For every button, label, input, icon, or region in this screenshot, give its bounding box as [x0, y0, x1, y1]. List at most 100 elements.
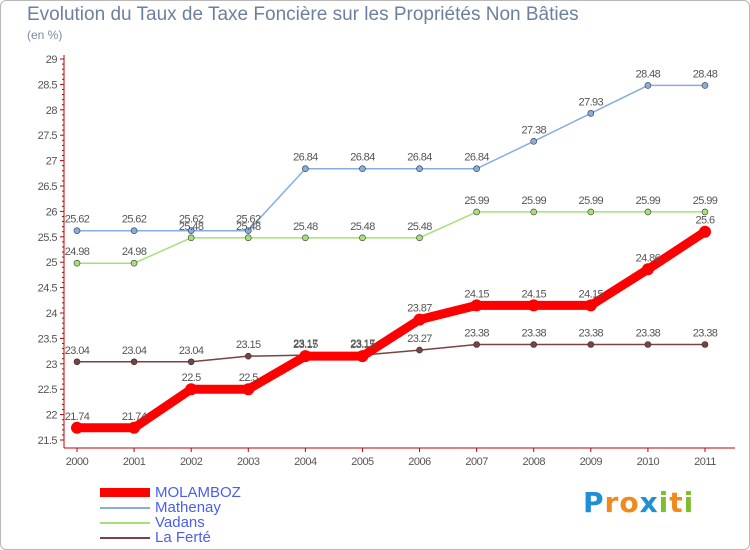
logo-letter: i — [683, 486, 695, 519]
data-point — [470, 299, 483, 312]
x-tick-label: 2002 — [180, 456, 203, 468]
data-label: 23.04 — [65, 345, 90, 357]
data-label: 28.48 — [693, 68, 718, 80]
data-label: 23.38 — [464, 327, 489, 339]
data-label: 27.93 — [579, 96, 604, 108]
data-point — [244, 234, 252, 242]
x-tick-label: 2000 — [66, 456, 89, 468]
legend-label-vadans: Vadans — [155, 514, 205, 531]
data-point — [587, 341, 595, 348]
x-tick-label: 2009 — [580, 456, 603, 468]
data-point — [73, 259, 81, 267]
y-tick-label: 28.5 — [38, 79, 58, 91]
data-label: 24.98 — [65, 246, 90, 258]
data-label: 25.48 — [236, 221, 261, 233]
data-point — [416, 165, 423, 173]
legend-swatch-vadans — [100, 522, 150, 524]
data-point — [187, 358, 195, 366]
legend-swatch-la-ferte — [100, 537, 150, 539]
data-point — [527, 299, 540, 312]
data-label: 25.48 — [350, 221, 375, 233]
data-label: 25.62 — [179, 214, 204, 226]
logo-letter: P — [583, 486, 605, 519]
y-tick-label: 29 — [46, 54, 58, 66]
data-point — [242, 383, 255, 396]
x-tick-label: 2007 — [465, 456, 488, 468]
data-point — [302, 165, 309, 173]
data-label: 25.99 — [464, 195, 489, 207]
data-point — [130, 259, 138, 267]
data-point — [701, 82, 709, 89]
data-point — [185, 383, 198, 396]
data-point — [701, 341, 709, 348]
legend-swatch-molamboz — [100, 488, 150, 497]
data-label: 25.6 — [695, 215, 714, 227]
data-label: 23.87 — [407, 303, 432, 315]
chart-title: Evolution du Taux de Taxe Foncière sur l… — [27, 4, 579, 25]
data-label: 25.62 — [122, 214, 147, 226]
data-label: 23.38 — [579, 327, 604, 339]
series-line-molamboz — [72, 227, 710, 433]
data-point — [130, 227, 138, 235]
x-tick-label: 2008 — [522, 456, 545, 468]
logo-letter: o — [619, 486, 640, 519]
data-label: 26.84 — [350, 152, 375, 164]
data-point — [587, 208, 595, 216]
logo-letter: i — [658, 486, 670, 519]
x-tick-label: 2010 — [637, 456, 660, 468]
data-point — [644, 208, 652, 216]
data-point — [416, 346, 423, 354]
data-point — [73, 358, 81, 366]
data-label: 25.48 — [179, 221, 204, 233]
legend-label-la-ferte: La Ferté — [155, 529, 211, 546]
data-point — [587, 110, 595, 117]
proxiti-logo: Proxiti — [583, 486, 694, 519]
legend-swatch-mathenay — [100, 507, 150, 509]
y-tick-label: 26 — [46, 206, 58, 218]
y-tick-label: 26.5 — [38, 181, 58, 193]
data-point — [73, 227, 81, 235]
data-point — [359, 165, 366, 173]
y-tick-label: 21.5 — [38, 435, 58, 447]
data-label: 23.04 — [122, 345, 147, 357]
data-point — [302, 234, 309, 242]
y-tick-label: 27 — [46, 156, 58, 168]
data-label: 24.98 — [122, 246, 147, 258]
series-line-la-fert- — [76, 343, 706, 363]
data-label: 24.86 — [636, 252, 661, 264]
data-point — [356, 350, 369, 363]
data-label: 24.15 — [521, 288, 546, 300]
data-point — [644, 341, 652, 348]
data-label: 25.99 — [636, 195, 661, 207]
data-label: 23.17 — [293, 338, 318, 350]
data-point — [244, 227, 252, 235]
data-point — [413, 313, 426, 326]
y-tick-label: 25 — [46, 257, 58, 269]
data-point — [244, 352, 252, 360]
data-point — [473, 208, 480, 216]
data-point — [416, 234, 423, 242]
data-label: 26.84 — [293, 152, 318, 164]
x-tick-label: 2001 — [123, 456, 146, 468]
data-label: 21.74 — [65, 411, 90, 423]
data-point — [130, 358, 138, 366]
data-point — [359, 234, 366, 242]
data-label: 24.15 — [464, 288, 489, 300]
data-label: 23.38 — [693, 327, 718, 339]
data-label: 24.15 — [579, 288, 604, 300]
y-tick-label: 23.5 — [38, 333, 58, 345]
legend-label-molamboz: MOLAMBOZ — [155, 484, 241, 501]
logo-letter: x — [639, 486, 659, 519]
data-label: 22.5 — [182, 372, 201, 384]
data-label: 22.5 — [239, 372, 258, 384]
x-tick-label: 2011 — [694, 456, 716, 468]
data-point — [187, 234, 195, 242]
data-label: 25.48 — [407, 221, 432, 233]
data-point — [530, 341, 538, 348]
data-label: 25.62 — [65, 214, 90, 226]
data-label: 25.99 — [579, 195, 604, 207]
data-point — [530, 208, 538, 216]
data-point — [187, 227, 195, 235]
data-point — [473, 165, 480, 173]
